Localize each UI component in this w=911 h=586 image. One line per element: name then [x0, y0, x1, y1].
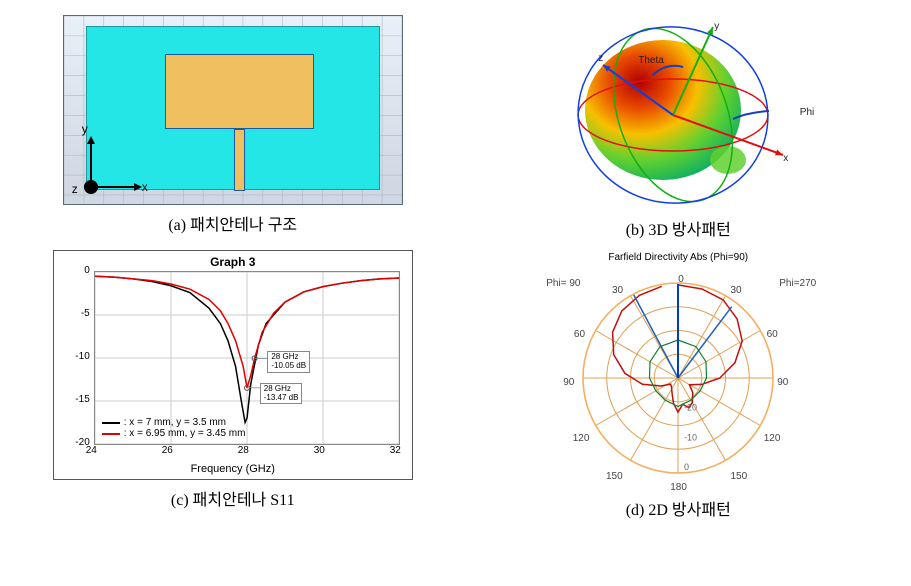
svg-text:-20: -20 — [684, 403, 697, 413]
polar-title: Farfield Directivity Abs (Phi=90) — [528, 250, 828, 263]
axis-y-label: y — [82, 122, 88, 136]
label-z: z — [598, 53, 603, 64]
radiation-3d-svg — [528, 15, 828, 210]
polar-chart: Farfield Directivity Abs (Phi=90) -20 -10… — [528, 250, 828, 490]
s11-legend: : x = 7 mm, y = 3.5 mm: x = 6.95 mm, y =… — [102, 417, 246, 439]
caption-b: (b) 3D 방사패턴 — [626, 216, 731, 240]
figure-grid: x y z (a) 패치안테나 구조 Theta Phi x y z (b) 3… — [0, 0, 911, 535]
panel-c: Graph 3 0-5-10-15-20 2426283032 Frequenc… — [40, 250, 426, 520]
patch-antenna-view: x y z — [63, 15, 403, 205]
axis-x-label: x — [142, 180, 148, 194]
label-theta: Theta — [638, 55, 664, 66]
caption-a: (a) 패치안테나 구조 — [168, 211, 297, 235]
s11-xlabel: Frequency (GHz) — [54, 463, 412, 475]
panel-d: Farfield Directivity Abs (Phi=90) -20 -10… — [486, 250, 872, 520]
label-x: x — [783, 153, 788, 164]
s11-chart: Graph 3 0-5-10-15-20 2426283032 Frequenc… — [53, 250, 413, 480]
svg-text:-10: -10 — [684, 432, 697, 442]
caption-c: (c) 패치안테나 S11 — [171, 486, 295, 510]
svg-text:0: 0 — [684, 462, 689, 472]
feed-line — [234, 129, 244, 191]
axis-z-label: z — [72, 182, 78, 196]
axis-x-arrow — [134, 183, 142, 191]
radiation-3d-view: Theta Phi x y z — [528, 15, 828, 210]
axis-z-dot — [84, 180, 98, 194]
polar-right-label: Phi=270 — [779, 278, 816, 289]
s11-title: Graph 3 — [54, 251, 412, 269]
panel-b: Theta Phi x y z (b) 3D 방사패턴 — [486, 15, 872, 240]
caption-d: (d) 2D 방사패턴 — [626, 496, 731, 520]
panel-a: x y z (a) 패치안테나 구조 — [40, 15, 426, 240]
label-phi: Phi — [800, 107, 814, 118]
polar-svg: -20 -10 0 — [528, 263, 828, 483]
polar-left-label: Phi= 90 — [546, 278, 580, 289]
axis-y-arrow — [87, 136, 95, 144]
patch-element — [165, 54, 314, 129]
label-y: y — [714, 21, 719, 32]
